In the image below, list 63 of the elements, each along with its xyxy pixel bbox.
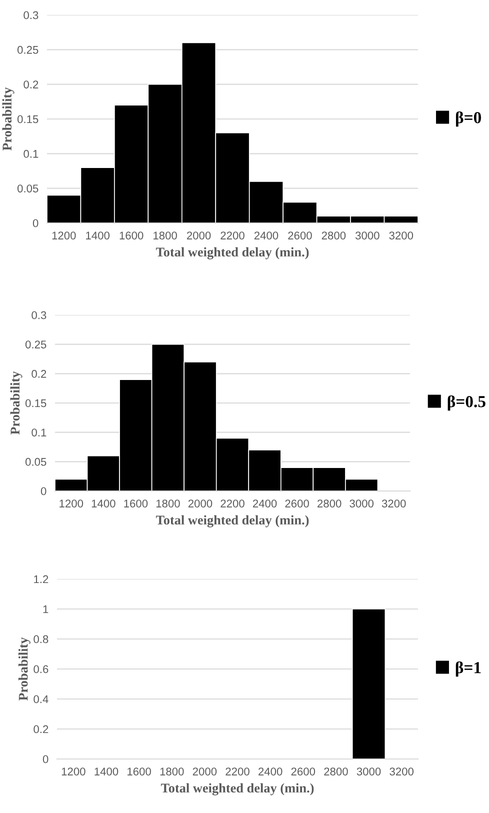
x-tick-label: 2400	[258, 768, 282, 776]
x-tick-label: 2800	[318, 500, 342, 508]
x-axis-title: Total weighted delay (min.)	[160, 783, 314, 796]
y-axis-title: Probability	[2, 87, 14, 151]
x-tick-label: 2800	[324, 768, 348, 776]
y-tick-label: 0.15	[25, 399, 46, 408]
legend-label: β=0	[456, 111, 482, 127]
x-tick-label: 2200	[226, 768, 250, 776]
x-tick-label: 1200	[52, 232, 76, 240]
y-tick-label: 0.1	[32, 428, 46, 436]
x-tick-label: 2000	[192, 768, 217, 776]
x-tick-label: 1200	[62, 768, 86, 776]
x-tick-label: 1800	[154, 232, 177, 240]
x-tick-label: 3200	[389, 232, 414, 240]
y-tick-label: 0.4	[34, 695, 48, 704]
x-axis-title: Total weighted delay (min.)	[156, 515, 309, 528]
y-tick-label: 0	[40, 487, 46, 496]
x-tick-label: 1600	[128, 768, 151, 776]
y-tick-label: 0.15	[17, 115, 38, 124]
x-tick-label: 3000	[355, 232, 380, 240]
x-tick-label: 2600	[291, 768, 316, 776]
y-tick-label: 0	[42, 755, 48, 764]
y-tick-label: 0.05	[25, 458, 46, 466]
x-tick-label: 1800	[160, 768, 184, 776]
x-tick-label: 2200	[220, 500, 244, 508]
x-tick-label: 3200	[382, 500, 406, 508]
y-axis-title: Probability	[18, 637, 30, 701]
y-tick-label: 0.1	[24, 150, 38, 158]
x-tick-label: 1800	[156, 500, 180, 508]
y-tick-label: 0.05	[17, 184, 38, 192]
x-axis-title: Total weighted delay (min.)	[156, 247, 309, 260]
y-tick-label: 0.2	[24, 80, 38, 88]
x-tick-label: 2200	[220, 232, 244, 240]
y-tick-label: 0.3	[24, 11, 38, 20]
x-tick-label: 2400	[252, 500, 277, 508]
x-tick-label: 2800	[322, 232, 346, 240]
x-tick-label: 1600	[120, 232, 144, 240]
x-tick-label: 1400	[94, 768, 118, 776]
x-tick-label: 1400	[92, 500, 116, 508]
y-axis-title: Probability	[10, 371, 22, 435]
y-tick-label: 0.8	[34, 635, 48, 644]
y-tick-label: 0.6	[34, 665, 48, 674]
y-tick-label: 0.2	[34, 725, 48, 734]
x-tick-label: 2600	[288, 232, 312, 240]
x-tick-label: 3000	[350, 500, 374, 508]
x-tick-label: 2600	[285, 500, 309, 508]
x-tick-label: 3000	[356, 768, 381, 776]
x-tick-label: 1200	[60, 500, 84, 508]
x-tick-label: 2400	[254, 232, 278, 240]
y-tick-label: 1.2	[34, 575, 48, 584]
y-tick-label: 0	[32, 219, 38, 228]
y-tick-label: 0.25	[25, 340, 46, 348]
legend-label: β=0.5	[448, 395, 486, 411]
y-tick-label: 1	[43, 605, 48, 614]
x-tick-label: 2000	[188, 500, 212, 508]
y-tick-label: 0.2	[32, 370, 46, 378]
y-tick-label: 0.3	[32, 311, 46, 320]
x-tick-label: 1400	[86, 232, 110, 240]
legend-label: β=1	[456, 661, 481, 677]
x-tick-label: 3200	[390, 768, 414, 776]
x-tick-label: 2000	[186, 232, 211, 240]
y-tick-label: 0.25	[17, 46, 38, 54]
x-tick-label: 1600	[124, 500, 148, 508]
